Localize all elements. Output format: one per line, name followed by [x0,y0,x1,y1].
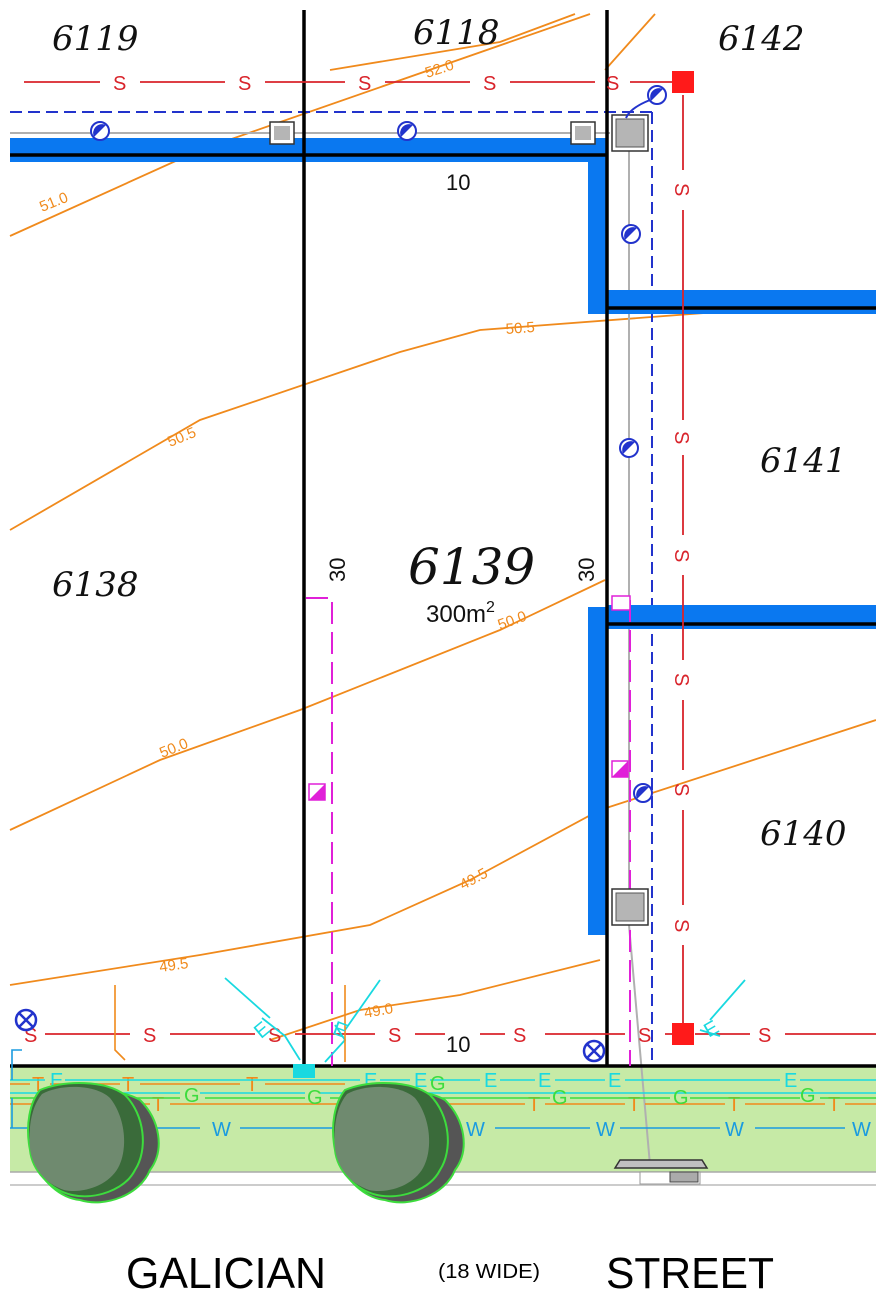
contour-lines [9,13,876,1041]
water-code-5: W [596,1119,615,1141]
gas-code-6: G [673,1087,689,1109]
electric-code-10: E [700,1017,723,1043]
sewer-code-v-2: S [670,431,692,444]
street-name-right: STREET [606,1249,774,1295]
telecom-code-6: T [628,1094,640,1116]
electric-code-3: E [414,1070,427,1092]
electric-code-4: E [484,1070,497,1092]
sewer-code-v-3: S [670,549,692,562]
contour-label-52: 52.0 [423,57,456,82]
crossover-icon [613,1159,709,1185]
contour-label-50-5b: 50.5 [165,424,198,451]
gas-code-7: G [800,1085,816,1107]
gas-code-2: G [184,1085,200,1107]
lot-number-6142: 6142 [718,19,805,59]
sewer-code-top-5: S [606,73,619,95]
sewer-code-bot-5: S [513,1025,526,1047]
sewer-connection-top [672,71,694,93]
contour-label-49-5b: 49.5 [158,955,189,976]
contour-label-49-0: 49.0 [363,1000,395,1022]
lot-number-6139: 6139 [408,538,535,596]
lot-number-6140: 6140 [760,814,847,854]
gas-labels: G G G G G G G [60,1073,816,1109]
gas-code-5: G [552,1087,568,1109]
lot-area-unit-sup: 2 [486,599,495,616]
sewer-code-top-4: S [483,73,496,95]
sewer-code-top-1: S [113,73,126,95]
street-tree-middle-icon [332,1082,465,1204]
street-tree-left-icon [27,1082,160,1204]
contour-label-50-5a: 50.5 [505,319,535,338]
electric-code-6: E [608,1070,621,1092]
electric-code-7: E [784,1070,797,1092]
water-code-4: W [466,1119,485,1141]
street-name-left: GALICIAN [126,1249,326,1295]
street-width-note: (18 WIDE) [438,1261,540,1283]
lot-area-label: 300m2 [426,599,495,628]
sewer-code-bot-4: S [388,1025,401,1047]
telecom-code-8: T [828,1094,840,1116]
water-code-7: W [852,1119,871,1141]
dimension-left: 30 [325,558,350,582]
telecom-code-4: T [152,1094,164,1116]
lot-number-6118: 6118 [413,13,500,53]
sewer-code-bot-2: S [143,1025,156,1047]
sewer-code-v-4: S [670,673,692,686]
water-code-6: W [725,1119,744,1141]
lot-number-6141: 6141 [760,441,847,481]
lot-number-6138: 6138 [52,565,139,605]
lot-number-6119: 6119 [52,19,139,59]
sewer-code-top-3: S [358,73,371,95]
contour-label-49-5a: 49.5 [457,865,491,894]
stormwater-line [306,597,631,1066]
contour-label-50-0b: 50.0 [157,735,190,762]
service-grey-lines [10,132,651,1166]
electric-code-9: E [330,1017,350,1042]
sewer-labels: S S S S S S S S S S S S S S S S S S [24,73,771,1047]
dimension-bottom: 10 [446,1032,470,1057]
sewer-connection-bottom [672,1023,694,1045]
electric-pillar [293,1064,315,1078]
electric-code-5: E [538,1070,551,1092]
sewer-code-v-5: S [670,783,692,796]
dimension-right: 30 [574,558,599,582]
retaining-walls [10,138,876,935]
gas-code-4: G [430,1073,446,1095]
water-code-2: W [212,1119,231,1141]
sewer-code-bot-7: S [758,1025,771,1047]
sewer-lines [24,81,876,1035]
telecom-code-7: T [728,1094,740,1116]
lot-boundaries [10,10,876,1068]
dimension-top: 10 [446,170,470,195]
electric-sketch [224,977,746,1063]
stormwater-pits [308,595,631,801]
contour-label-50-0a: 50.0 [496,608,529,634]
lot-area-value: 300m [426,601,486,628]
service-pits [269,114,649,926]
sewer-code-bot-6: S [638,1025,651,1047]
telecom-code-5: T [528,1094,540,1116]
sewer-code-v-6: S [670,919,692,932]
gas-code-3: G [307,1087,323,1109]
drainage-lines [10,111,653,1066]
sewer-code-v-1: S [670,183,692,196]
valve-markers [14,1008,606,1063]
sewer-code-top-2: S [238,73,251,95]
drain-inlets [90,85,667,803]
